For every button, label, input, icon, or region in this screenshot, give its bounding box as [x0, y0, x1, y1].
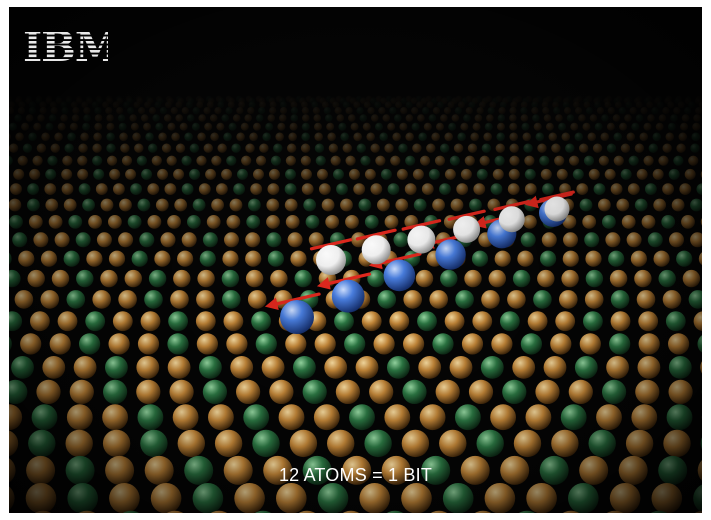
atomic-lattice-scene	[9, 7, 702, 513]
atom-image-frame: IBM 12 ATOMS = 1 BIT	[9, 7, 702, 513]
vignette	[9, 7, 702, 513]
caption-text: 12 ATOMS = 1 BIT	[278, 465, 433, 485]
ibm-logo-text: IBM	[23, 23, 108, 67]
ibm-logo: IBM	[23, 23, 108, 67]
